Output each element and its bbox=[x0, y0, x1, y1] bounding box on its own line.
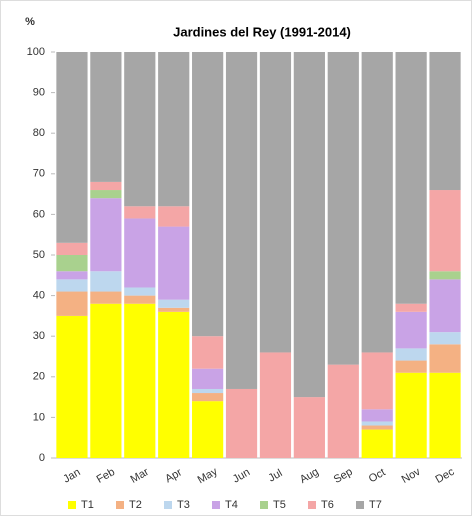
bar-segment bbox=[192, 393, 224, 402]
bar-segment bbox=[56, 279, 88, 292]
bar-segment bbox=[90, 291, 122, 304]
bar-segment bbox=[158, 52, 190, 207]
bar-segment bbox=[192, 368, 224, 389]
y-tick-label: 90 bbox=[33, 87, 45, 99]
bar-segment bbox=[158, 299, 190, 308]
bar-segment bbox=[429, 344, 461, 373]
bar-segment bbox=[192, 388, 224, 394]
bar-segment bbox=[429, 271, 461, 280]
y-tick-label: 30 bbox=[33, 330, 45, 342]
bar-segment bbox=[225, 388, 258, 458]
bar-segment bbox=[192, 52, 224, 337]
bar-segment bbox=[124, 287, 156, 296]
legend-swatch bbox=[260, 501, 268, 509]
y-tick-label: 70 bbox=[33, 168, 45, 180]
legend-label: T2 bbox=[129, 499, 142, 511]
bar-segment bbox=[192, 401, 224, 458]
bar-segment bbox=[56, 315, 88, 458]
bar-segment bbox=[395, 52, 427, 304]
bar-segment bbox=[56, 271, 88, 280]
bar-segment bbox=[429, 190, 461, 272]
bar-segment bbox=[361, 421, 393, 426]
legend-label: T7 bbox=[369, 499, 382, 511]
bar-segment bbox=[395, 372, 427, 458]
bar-segment bbox=[361, 409, 393, 422]
legend-label: T1 bbox=[81, 499, 94, 511]
bar-segment bbox=[259, 52, 292, 353]
bar-segment bbox=[158, 226, 190, 300]
legend-label: T3 bbox=[177, 499, 190, 511]
bar-segment bbox=[158, 311, 190, 458]
bar-segment bbox=[90, 52, 122, 182]
legend-swatch bbox=[68, 501, 76, 509]
y-tick-label: 100 bbox=[27, 46, 45, 58]
bar-segment bbox=[395, 311, 427, 349]
bar-segment bbox=[56, 242, 88, 255]
bar-segment bbox=[124, 218, 156, 288]
bar-segment bbox=[327, 364, 359, 458]
bar-segment bbox=[56, 52, 88, 243]
bar-segment bbox=[395, 348, 427, 361]
legend-label: T5 bbox=[273, 499, 286, 511]
bar-segment bbox=[90, 303, 122, 458]
y-axis-label: % bbox=[25, 16, 35, 28]
legend-swatch bbox=[116, 501, 124, 509]
bar-segment bbox=[259, 352, 292, 458]
bar-segment bbox=[158, 307, 190, 312]
chart-title: Jardines del Rey (1991-2014) bbox=[173, 24, 351, 39]
bar-segment bbox=[90, 181, 122, 191]
y-tick-label: 20 bbox=[33, 371, 45, 383]
y-tick-label: 80 bbox=[33, 127, 45, 139]
bar-segment bbox=[124, 206, 156, 219]
y-tick-label: 10 bbox=[33, 411, 45, 423]
bar-segment bbox=[361, 429, 393, 458]
bar-segment bbox=[225, 52, 258, 389]
bar-segment bbox=[90, 271, 122, 292]
legend-swatch bbox=[212, 501, 220, 509]
bar-segment bbox=[124, 52, 156, 207]
bar-segment bbox=[124, 303, 156, 458]
bar-segment bbox=[56, 255, 88, 272]
bar-segment bbox=[124, 295, 156, 304]
bar-segment bbox=[395, 303, 427, 312]
legend-label: T4 bbox=[225, 499, 238, 511]
legend-swatch bbox=[356, 501, 364, 509]
y-tick-label: 0 bbox=[39, 452, 45, 464]
bar-segment bbox=[327, 52, 359, 365]
bar-segment bbox=[361, 52, 393, 353]
bar-segment bbox=[90, 190, 122, 199]
bar-segment bbox=[361, 352, 393, 410]
bar-segment bbox=[293, 52, 325, 398]
y-tick-label: 60 bbox=[33, 208, 45, 220]
legend-label: T6 bbox=[321, 499, 334, 511]
bar-segment bbox=[158, 206, 190, 227]
y-tick-label: 40 bbox=[33, 290, 45, 302]
bar-segment bbox=[395, 360, 427, 373]
bar-segment bbox=[429, 52, 461, 191]
legend-swatch bbox=[164, 501, 172, 509]
y-tick-label: 50 bbox=[33, 249, 45, 261]
bar-segment bbox=[429, 279, 461, 333]
bar-segment bbox=[429, 332, 461, 345]
bar-segment bbox=[293, 397, 325, 458]
bar-segment bbox=[56, 291, 88, 316]
bar-segment bbox=[361, 425, 393, 430]
bar-segment bbox=[192, 336, 224, 369]
legend-swatch bbox=[308, 501, 316, 509]
bar-segment bbox=[429, 372, 461, 458]
bar-segment bbox=[90, 198, 122, 272]
